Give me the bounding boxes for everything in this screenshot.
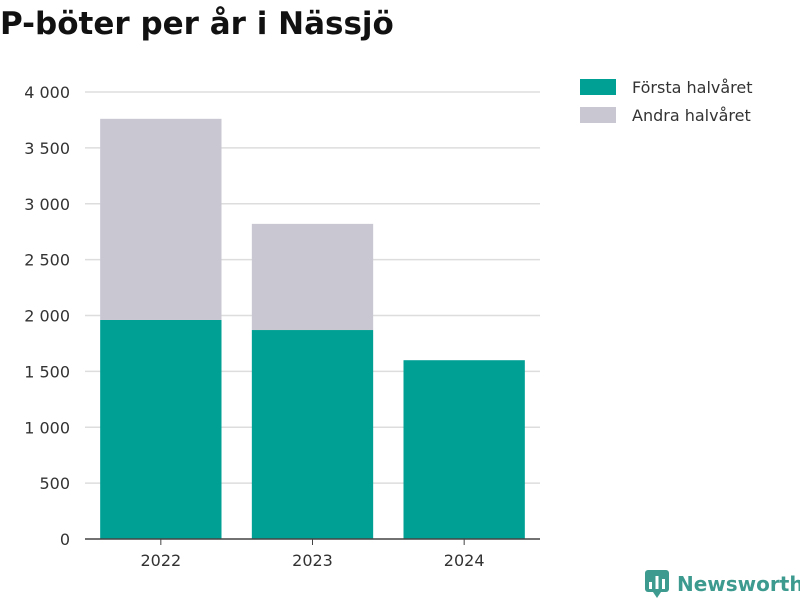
legend-item-second-half[interactable]: Andra halvåret: [580, 101, 753, 129]
legend-swatch-second-half: [580, 107, 616, 123]
y-tick-label: 1 000: [24, 418, 70, 437]
y-tick-label: 3 500: [24, 139, 70, 158]
newsworthy-logo: Newsworthy: [645, 570, 800, 598]
legend-label-first-half: Första halvåret: [632, 77, 753, 97]
y-tick-label: 1 500: [24, 362, 70, 381]
legend-label-second-half: Andra halvåret: [632, 105, 751, 125]
bars: [100, 118, 525, 539]
y-tick-label: 0: [60, 530, 70, 549]
bar-2022-second-half[interactable]: [100, 118, 222, 320]
axes: 0 500 1 000 1 500 2 000 2 500 3 000 3 500 4 000 2…: [24, 83, 540, 570]
bar-2023-first-half[interactable]: [251, 330, 374, 539]
y-tick-label: 3 000: [24, 195, 70, 214]
legend-swatch-first-half: [580, 79, 616, 95]
bar-2024-first-half[interactable]: [403, 360, 525, 539]
y-tick-label: 2 000: [24, 307, 70, 326]
y-tick-label: 2 500: [24, 251, 70, 270]
bar-chart-logo-icon: [645, 570, 669, 598]
legend: Första halvåret Andra halvåret: [580, 73, 753, 129]
chart-title: P-böter per år i Nässjö: [0, 6, 394, 42]
legend-item-first-half[interactable]: Första halvåret: [580, 73, 753, 101]
bar-2022-first-half[interactable]: [100, 319, 222, 539]
y-tick-label: 500: [39, 474, 70, 493]
brand-name: Newsworthy: [677, 572, 800, 596]
bar-2023-second-half[interactable]: [251, 223, 374, 331]
x-tick-label: 2022: [140, 551, 181, 570]
y-tick-label: 4 000: [24, 83, 70, 102]
x-tick-label: 2023: [292, 551, 333, 570]
x-tick-label: 2024: [444, 551, 485, 570]
